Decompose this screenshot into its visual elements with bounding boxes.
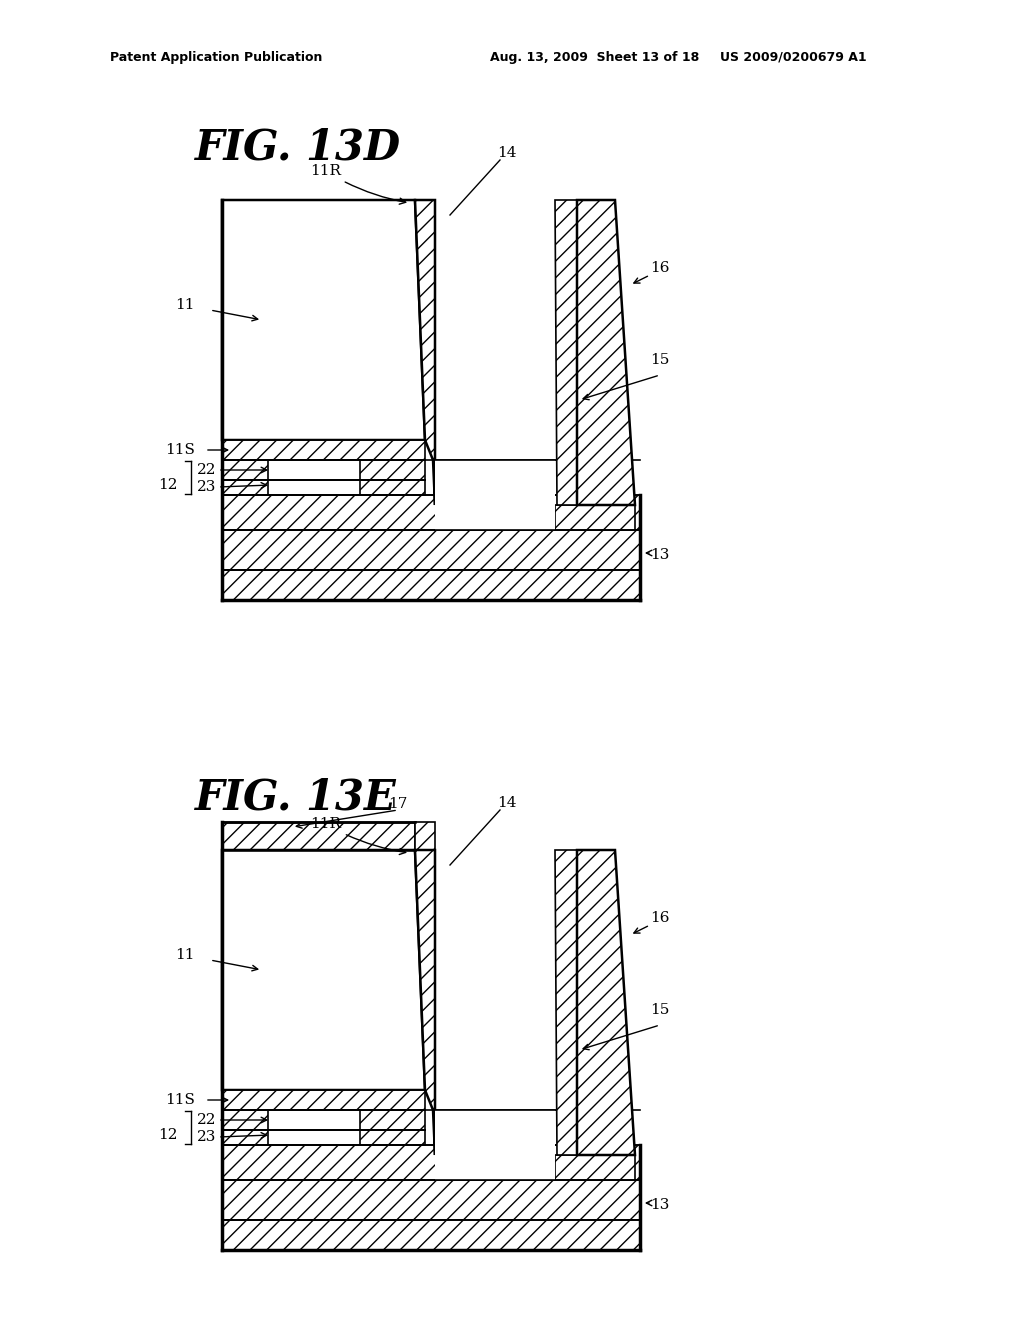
- Text: 13: 13: [650, 548, 670, 562]
- Text: 11: 11: [175, 298, 195, 312]
- Text: Patent Application Publication: Patent Application Publication: [110, 50, 323, 63]
- Text: 11R: 11R: [310, 164, 406, 205]
- Bar: [222, 822, 415, 850]
- Text: 15: 15: [650, 1003, 670, 1016]
- Text: FIG. 13D: FIG. 13D: [195, 127, 401, 169]
- Polygon shape: [222, 201, 425, 440]
- Text: 15: 15: [650, 352, 670, 367]
- Bar: [222, 459, 425, 480]
- Text: 14: 14: [497, 147, 516, 160]
- Text: 17: 17: [388, 797, 408, 810]
- Text: 11S: 11S: [165, 444, 195, 457]
- Polygon shape: [577, 201, 635, 506]
- Text: 12: 12: [159, 1129, 178, 1142]
- Polygon shape: [577, 850, 635, 1155]
- Text: 16: 16: [650, 911, 670, 925]
- Bar: [222, 1130, 425, 1144]
- Bar: [222, 495, 640, 531]
- Polygon shape: [555, 850, 577, 1155]
- Bar: [555, 1155, 635, 1180]
- Text: 23: 23: [197, 480, 216, 494]
- Bar: [222, 1180, 640, 1220]
- Bar: [268, 459, 360, 480]
- Polygon shape: [555, 201, 577, 506]
- Text: 23: 23: [197, 1130, 216, 1144]
- Text: 22: 22: [197, 1113, 216, 1127]
- Bar: [435, 1110, 555, 1180]
- Bar: [222, 1110, 425, 1130]
- Bar: [222, 1090, 425, 1110]
- Bar: [222, 570, 640, 601]
- Text: 11S: 11S: [165, 1093, 195, 1107]
- Bar: [222, 531, 640, 570]
- Text: 13: 13: [650, 1199, 670, 1212]
- Text: Aug. 13, 2009  Sheet 13 of 18: Aug. 13, 2009 Sheet 13 of 18: [490, 50, 699, 63]
- Bar: [415, 822, 435, 850]
- Text: 16: 16: [650, 261, 670, 275]
- Polygon shape: [222, 850, 425, 1090]
- Polygon shape: [415, 850, 435, 1155]
- Bar: [268, 1130, 360, 1144]
- Text: 22: 22: [197, 463, 216, 477]
- Bar: [435, 459, 555, 531]
- Text: 12: 12: [159, 478, 178, 492]
- Bar: [222, 440, 425, 459]
- Text: 14: 14: [497, 796, 516, 810]
- Polygon shape: [415, 201, 435, 506]
- Text: US 2009/0200679 A1: US 2009/0200679 A1: [720, 50, 866, 63]
- Bar: [222, 1144, 640, 1180]
- Text: 11: 11: [175, 948, 195, 962]
- Bar: [268, 1110, 360, 1130]
- Bar: [268, 480, 360, 495]
- Bar: [222, 1220, 640, 1250]
- Bar: [555, 506, 635, 531]
- Text: 11R: 11R: [310, 817, 406, 854]
- Text: FIG. 13E: FIG. 13E: [195, 777, 396, 818]
- Bar: [222, 480, 425, 495]
